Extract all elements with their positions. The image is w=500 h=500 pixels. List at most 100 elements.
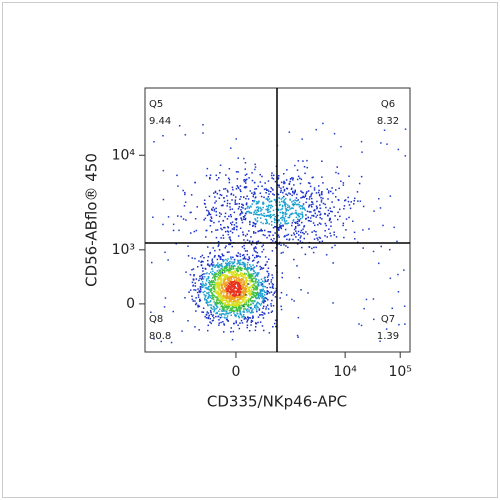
event-dot: [253, 199, 256, 202]
event-dot: [255, 188, 258, 190]
event-dot: [235, 275, 238, 277]
event-dot: [189, 274, 192, 276]
event-dot: [297, 316, 300, 319]
event-dot: [226, 205, 228, 207]
event-dot: [275, 265, 277, 267]
event-dot: [264, 182, 266, 184]
event-dot: [198, 305, 201, 308]
event-dot: [209, 296, 212, 299]
event-dot: [291, 212, 293, 215]
event-dot: [212, 319, 214, 322]
event-dot: [235, 314, 237, 316]
event-dot: [273, 213, 275, 216]
event-dot: [243, 303, 246, 306]
event-dot: [270, 204, 273, 207]
event-dot: [202, 278, 205, 280]
event-dot: [240, 307, 243, 309]
event-dot: [212, 275, 215, 277]
event-dot: [267, 206, 270, 208]
event-dot: [333, 234, 335, 236]
event-dot: [227, 286, 230, 288]
event-dot: [212, 296, 214, 299]
event-dot: [245, 284, 247, 287]
event-dot: [214, 255, 216, 257]
event-dot: [229, 267, 231, 270]
event-dot: [226, 230, 229, 232]
event-dot: [262, 244, 264, 246]
event-dot: [314, 224, 316, 227]
event-dot: [332, 262, 334, 264]
event-dot: [247, 283, 249, 285]
event-dot: [290, 213, 293, 215]
event-dot: [397, 148, 400, 151]
event-dot: [403, 305, 406, 307]
event-dot: [208, 314, 210, 317]
event-dot: [257, 273, 259, 276]
event-dot: [281, 197, 284, 199]
event-dot: [345, 229, 347, 231]
event-dot: [249, 264, 251, 266]
event-dot: [153, 338, 155, 340]
event-dot: [258, 314, 261, 316]
event-dot: [230, 296, 233, 299]
event-dot: [225, 276, 227, 279]
event-dot: [211, 298, 213, 300]
event-dot: [297, 160, 300, 162]
event-dot: [247, 268, 249, 270]
event-dot: [225, 294, 228, 296]
event-dot: [255, 307, 257, 309]
event-dot: [258, 309, 260, 311]
event-dot: [264, 300, 267, 302]
event-dot: [283, 181, 285, 184]
event-dot: [205, 280, 208, 282]
event-dot: [221, 274, 224, 276]
event-dot: [267, 267, 270, 269]
event-dot: [303, 196, 305, 199]
event-dot: [227, 279, 229, 281]
event-dot: [197, 288, 199, 290]
event-dot: [259, 268, 262, 271]
event-dot: [243, 216, 245, 218]
event-dot: [261, 280, 264, 282]
event-dot: [290, 178, 292, 180]
event-dot: [243, 180, 246, 183]
event-dot: [222, 313, 224, 315]
y-tick-label: 10³: [112, 242, 135, 258]
event-dot: [239, 286, 242, 289]
y-axis-title: CD56-ABflo® 450: [83, 153, 101, 287]
event-dot: [246, 284, 248, 287]
event-dot: [222, 289, 224, 291]
event-dot: [238, 293, 240, 295]
event-dot: [237, 296, 240, 299]
event-dot: [253, 247, 255, 249]
event-dot: [266, 198, 269, 201]
event-dot: [212, 247, 214, 249]
event-dot: [222, 237, 225, 239]
event-dot: [263, 229, 266, 232]
event-dot: [302, 195, 304, 198]
event-dot: [248, 310, 250, 313]
event-dot: [259, 294, 262, 296]
event-dot: [318, 193, 321, 196]
event-dot: [230, 193, 232, 196]
event-dot: [280, 187, 282, 190]
event-dot: [285, 213, 288, 215]
event-dot: [256, 201, 258, 203]
event-dot: [280, 227, 283, 230]
event-dot: [258, 308, 261, 310]
event-dot: [298, 206, 301, 208]
event-dot: [256, 262, 259, 264]
event-dot: [248, 259, 250, 261]
event-dot: [294, 191, 296, 193]
event-dot: [275, 202, 277, 204]
event-dot: [261, 295, 263, 297]
event-dot: [266, 205, 268, 208]
event-dot: [205, 313, 208, 316]
event-dot: [229, 230, 232, 232]
event-dot: [224, 271, 226, 273]
event-dot: [211, 315, 214, 317]
event-dot: [222, 295, 225, 297]
event-dot: [314, 212, 316, 215]
event-dot: [321, 191, 323, 193]
event-dot: [245, 203, 248, 206]
